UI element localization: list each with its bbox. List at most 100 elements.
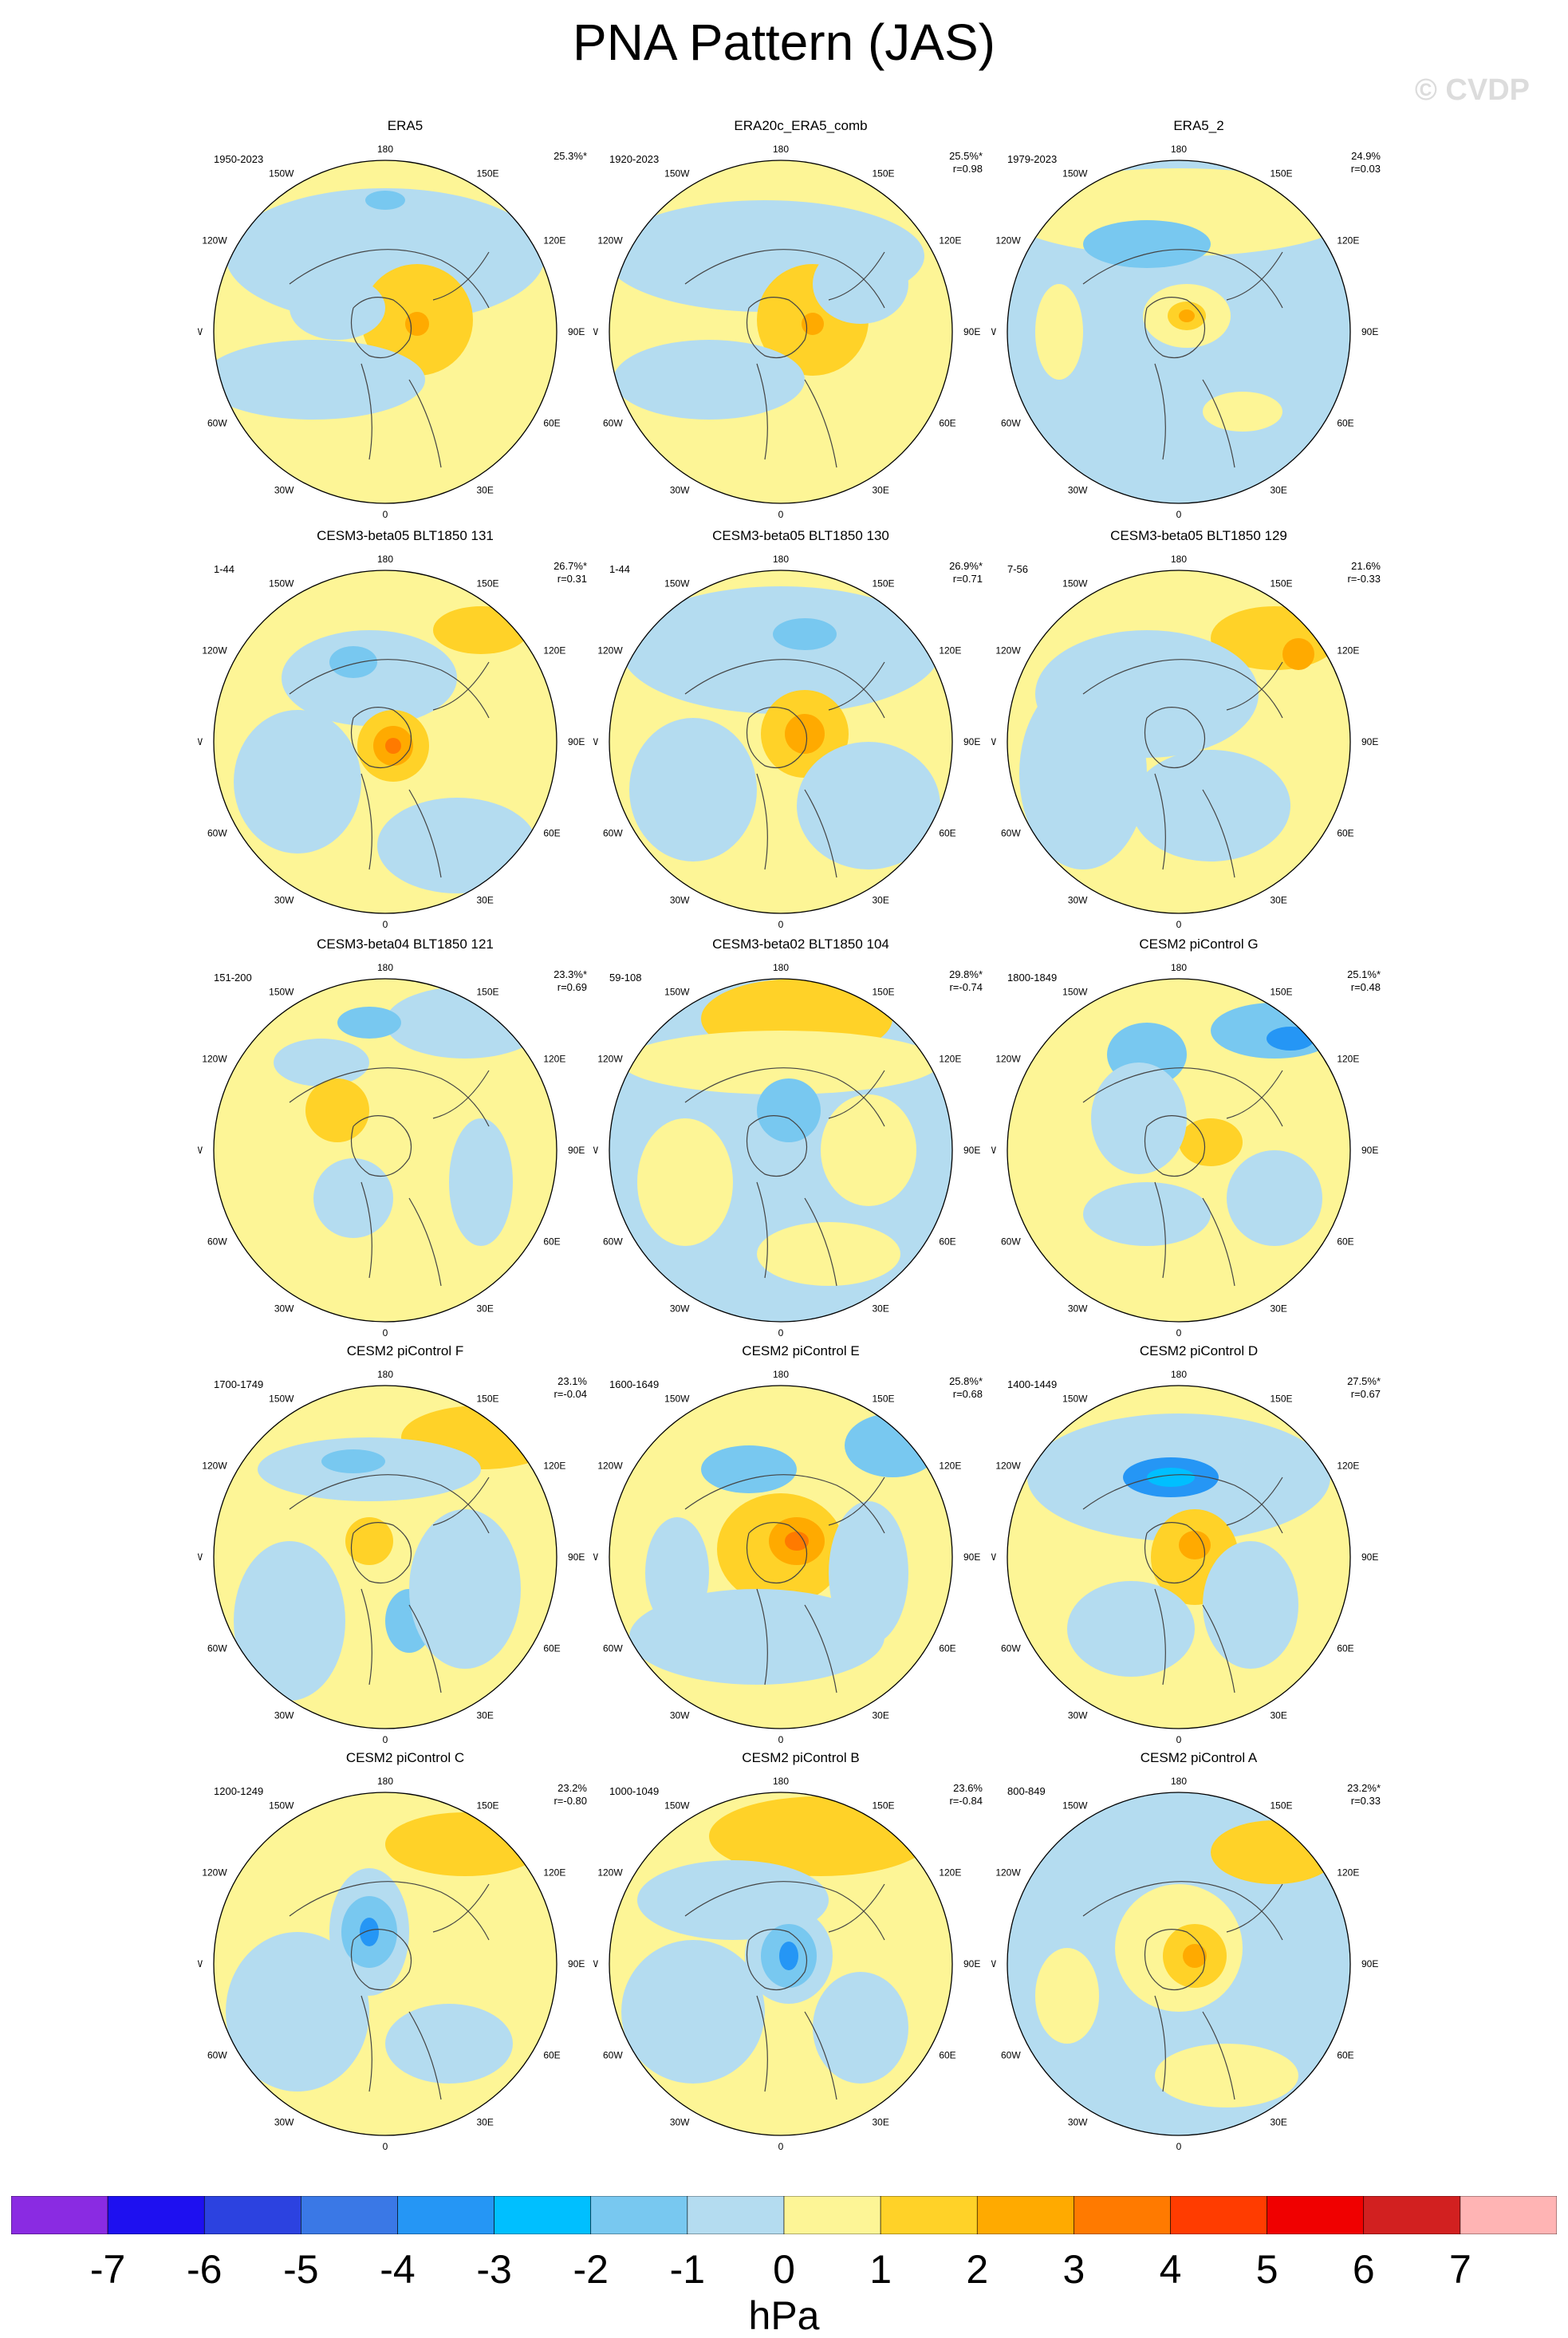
longitude-label: 150W — [1062, 1394, 1088, 1405]
map-border — [609, 570, 953, 914]
anomaly-contour — [365, 191, 405, 210]
anomaly-contour — [1227, 1150, 1322, 1246]
pattern-correlation: r=-0.04 — [554, 1388, 587, 1400]
longitude-label: 150E — [1271, 1800, 1293, 1812]
colorbar — [11, 2196, 1557, 2234]
longitude-label: 60W — [603, 1643, 623, 1654]
panel-period: 1920-2023 — [609, 153, 660, 165]
explained-variance: 21.6% — [1351, 560, 1381, 572]
map-border — [609, 1792, 953, 2136]
coastlines — [289, 1067, 490, 1287]
longitude-label: 30E — [1271, 1303, 1287, 1314]
longitude-label: 60W — [1001, 1643, 1021, 1654]
panel-title: CESM3-beta05 BLT1850 130 — [712, 528, 889, 543]
longitude-label: 60W — [603, 418, 623, 429]
explained-variance: 23.3%* — [554, 968, 587, 980]
map-panel: CESM2 piControl F 1700-1749 23.1% r=-0.04 18… — [198, 1343, 613, 1758]
longitude-label: 180 — [377, 144, 393, 155]
panel-title: CESM2 piControl E — [742, 1343, 860, 1358]
longitude-label: 30E — [873, 894, 889, 905]
explained-variance: 27.5%* — [1347, 1375, 1381, 1387]
longitude-label: 90W — [593, 736, 599, 747]
polar-map: 180 150E 120E 90E 60E 30E 0 30W 60W 90W 120W 150W — [991, 1369, 1378, 1745]
longitude-label: 90E — [568, 1958, 585, 1969]
colorbar-tick-label: -5 — [283, 2247, 319, 2292]
pattern-correlation: r=-0.84 — [949, 1795, 983, 1807]
longitude-label: 60E — [543, 828, 560, 839]
anomaly-contour — [274, 1039, 369, 1086]
longitude-label: 150W — [664, 987, 690, 998]
longitude-label: 120W — [597, 1054, 623, 1065]
longitude-label: 30E — [873, 484, 889, 495]
explained-variance: 25.5%* — [949, 150, 983, 162]
longitude-label: 150E — [1271, 987, 1293, 998]
longitude-label: 180 — [377, 554, 393, 565]
longitude-label: 90W — [991, 1145, 997, 1156]
colorbar-segment — [1074, 2196, 1171, 2234]
longitude-label: 90E — [1361, 1958, 1378, 1969]
coastlines — [684, 1067, 885, 1287]
longitude-label: 90E — [568, 326, 585, 337]
longitude-label: 30E — [477, 484, 494, 495]
longitude-label: 120E — [939, 645, 961, 656]
explained-variance: 29.8%* — [949, 968, 983, 980]
map-border — [1007, 570, 1351, 914]
colorbar-segment — [301, 2196, 398, 2234]
longitude-label: 180 — [1171, 962, 1187, 973]
pattern-correlation: r=-0.74 — [949, 981, 983, 993]
longitude-label: 60E — [543, 2050, 560, 2061]
map-panel: CESM2 piControl G 1800-1849 25.1%* r=0.48 18… — [991, 936, 1406, 1351]
panel-stats: 29.8%* r=-0.74 — [949, 968, 983, 994]
anomaly-contour — [757, 1078, 821, 1142]
colorbar-tick-label: -3 — [476, 2247, 512, 2292]
longitude-label: 150W — [664, 578, 690, 589]
colorbar-tick-label: 6 — [1352, 2247, 1375, 2292]
anomaly-contour — [449, 1118, 513, 1246]
longitude-label: 30W — [274, 2116, 294, 2127]
map-panel: CESM3-beta02 BLT1850 104 59-108 29.8%* r=-0… — [593, 936, 1008, 1351]
anomaly-contour — [305, 1078, 369, 1142]
longitude-label: 60W — [1001, 2050, 1021, 2061]
longitude-label: 120E — [1337, 1461, 1359, 1472]
map-panel: ERA5_2 1979-2023 24.9% r=0.03 180 150E 120E 90E… — [991, 118, 1406, 533]
longitude-label: 30W — [274, 1709, 294, 1721]
longitude-label: 150E — [477, 578, 499, 589]
longitude-label: 150E — [873, 1800, 895, 1812]
longitude-label: 150E — [477, 168, 499, 179]
longitude-label: 60E — [543, 1643, 560, 1654]
longitude-label: 60W — [207, 828, 227, 839]
longitude-label: 180 — [1171, 554, 1187, 565]
panel-period: 59-108 — [609, 972, 642, 984]
panel-period: 1000-1049 — [609, 1785, 660, 1797]
longitude-label: 150W — [664, 168, 690, 179]
longitude-label: 90W — [198, 1145, 203, 1156]
polar-map: 180 150E 120E 90E 60E 30E 0 30W 60W 90W 120W 150W — [593, 1369, 980, 1745]
longitude-label: 90E — [963, 736, 980, 747]
longitude-label: 90E — [568, 1145, 585, 1156]
longitude-label: 90W — [991, 1551, 997, 1563]
anomaly-contour — [1183, 1944, 1207, 1968]
map-border — [609, 978, 953, 1323]
colorbar-tick-label: 1 — [869, 2247, 892, 2292]
longitude-label: 180 — [773, 144, 789, 155]
map-border — [213, 978, 557, 1323]
longitude-label: 60E — [939, 2050, 955, 2061]
pattern-correlation: r=0.68 — [952, 1388, 983, 1400]
longitude-label: 150E — [477, 1800, 499, 1812]
longitude-label: 60W — [207, 1236, 227, 1248]
longitude-label: 150E — [873, 1394, 895, 1405]
colorbar-tick-label: -2 — [573, 2247, 609, 2292]
longitude-label: 120E — [543, 1867, 565, 1879]
longitude-label: 180 — [1171, 144, 1187, 155]
map-border — [609, 160, 953, 504]
explained-variance: 25.3%* — [554, 150, 587, 162]
colorbar-tick-label: -6 — [187, 2247, 223, 2292]
longitude-label: 60E — [939, 828, 955, 839]
longitude-label: 90E — [963, 326, 980, 337]
longitude-label: 120W — [202, 1867, 227, 1879]
panel-title: CESM2 piControl A — [1140, 1750, 1258, 1765]
anomaly-contour — [1267, 1027, 1314, 1051]
polar-map: 180 150E 120E 90E 60E 30E 0 30W 60W 90W 120W 150W — [991, 144, 1378, 520]
longitude-label: 90E — [568, 1551, 585, 1563]
coastlines — [1082, 1474, 1283, 1693]
